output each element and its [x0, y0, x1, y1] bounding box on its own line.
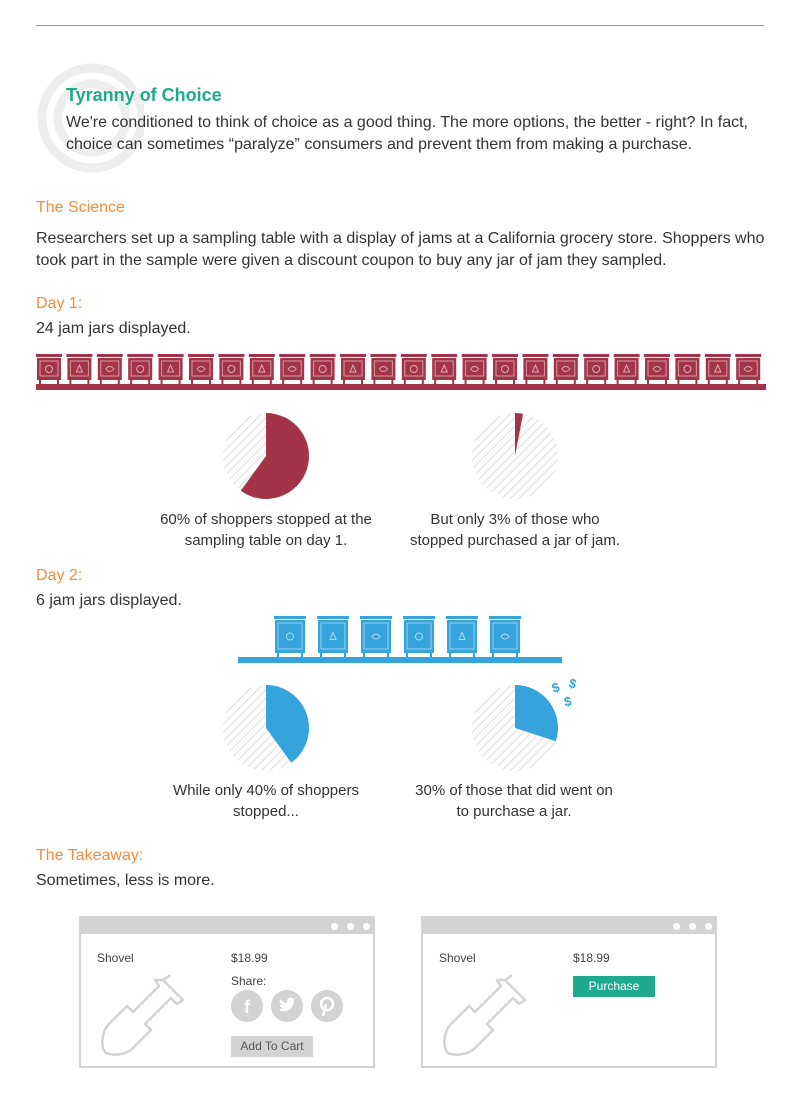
- shovel-icon: [101, 974, 185, 1056]
- day1-stopped-caption: 60% of shoppers stopped at the sampling …: [160, 511, 372, 549]
- day2-heading: Day 2:: [36, 567, 83, 584]
- day2-subtitle: 6 jam jars displayed.: [36, 592, 182, 609]
- day1-subtitle: 24 jam jars displayed.: [36, 320, 191, 337]
- jam-jar-icon: [644, 354, 670, 384]
- jam-jar-icon: [360, 616, 392, 657]
- day2-purchased-caption: 30% of those that did went on to purchas…: [415, 782, 613, 820]
- shelf-bar: [36, 384, 766, 390]
- jam-jar-icon: [704, 354, 731, 384]
- jam-jar-icon: [583, 354, 610, 384]
- product-window-simple: Shovel $18.99 Purchase: [421, 916, 717, 1068]
- pie-slice-stopped: [240, 413, 310, 499]
- jam-jar-icon: [492, 354, 518, 384]
- jam-jar-icon: [317, 616, 349, 657]
- concentric-rings-decoration: [37, 63, 144, 173]
- takeaway-text: Sometimes, less is more.: [36, 872, 215, 889]
- jam-jar-icon: [431, 354, 458, 384]
- intro-text: We're conditioned to think of choice as …: [66, 114, 748, 153]
- pie-slice-purchased: [515, 413, 524, 456]
- day2-stopped-pie: [223, 685, 309, 771]
- day2-jam-shelf: [238, 616, 562, 663]
- jam-jar-icon: [340, 354, 366, 384]
- jam-jar-icon: [489, 616, 521, 657]
- pie-slice-stopped: [266, 685, 309, 763]
- jam-jar-icon: [446, 616, 478, 657]
- jam-jar-icon: [522, 354, 549, 384]
- pinterest-icon[interactable]: [311, 990, 343, 1022]
- jam-jar-icon: [461, 354, 488, 384]
- jam-jar-icon: [674, 354, 701, 384]
- purchase-button[interactable]: Purchase: [573, 976, 655, 997]
- day1-heading: Day 1:: [36, 295, 83, 312]
- jam-jar-icon: [218, 354, 245, 384]
- jam-jar-icon: [188, 354, 214, 384]
- page-title: Tyranny of Choice: [66, 85, 222, 105]
- product-name: Shovel: [97, 951, 134, 965]
- day2-stopped-caption: While only 40% of shoppers stopped...: [173, 782, 359, 820]
- product-price: $18.99: [573, 951, 610, 965]
- jam-jar-icon: [66, 354, 93, 384]
- jam-jar-icon: [248, 354, 275, 384]
- window-title-bar: [423, 918, 715, 934]
- window-dot-icon: [347, 923, 354, 930]
- jam-jar-icon: [400, 354, 427, 384]
- jam-jar-icon: [127, 354, 154, 384]
- window-dot-icon: [689, 923, 696, 930]
- top-divider: [36, 25, 764, 26]
- dollar-sign-icon: $: [567, 675, 579, 692]
- science-heading: The Science: [36, 199, 125, 216]
- dollar-sign-icon: $: [562, 693, 573, 710]
- product-name: Shovel: [439, 951, 476, 965]
- facebook-icon[interactable]: f: [231, 990, 263, 1022]
- day1-purchased-pie: [472, 413, 558, 499]
- shovel-icon: [443, 974, 527, 1056]
- window-dot-icon: [673, 923, 680, 930]
- add-to-cart-button[interactable]: Add To Cart: [231, 1036, 313, 1057]
- window-title-bar: [81, 918, 373, 934]
- share-label: Share:: [231, 974, 267, 988]
- jam-jar-icon: [274, 616, 306, 657]
- science-text: Researchers set up a sampling table with…: [36, 230, 765, 269]
- jam-jar-icon: [403, 616, 435, 657]
- window-dot-icon: [363, 923, 370, 930]
- jam-jar-icon: [96, 354, 123, 384]
- product-window-with-options: Shovel $18.99 Share: f Add To Cart: [79, 916, 375, 1068]
- jam-jar-icon: [279, 354, 306, 384]
- day1-purchased-caption: But only 3% of those who stopped purchas…: [409, 511, 621, 549]
- window-dot-icon: [705, 923, 712, 930]
- twitter-icon[interactable]: [271, 990, 303, 1022]
- svg-text:f: f: [244, 997, 251, 1017]
- jam-jar-icon: [36, 354, 62, 384]
- day1-stopped-pie: [223, 413, 310, 499]
- day1-jam-shelf: [36, 354, 766, 390]
- jam-jar-icon: [157, 354, 184, 384]
- shelf-bar: [238, 657, 562, 663]
- jam-jar-icon: [552, 354, 579, 384]
- takeaway-heading: The Takeaway:: [36, 847, 144, 864]
- jam-jar-icon: [370, 354, 397, 384]
- window-dot-icon: [331, 923, 338, 930]
- day2-purchased-pie: [472, 685, 559, 771]
- jam-jar-icon: [309, 354, 336, 384]
- pie-slice-purchased: [515, 685, 559, 742]
- product-price: $18.99: [231, 951, 268, 965]
- jam-jar-icon: [613, 354, 640, 384]
- jam-jar-icon: [735, 354, 762, 384]
